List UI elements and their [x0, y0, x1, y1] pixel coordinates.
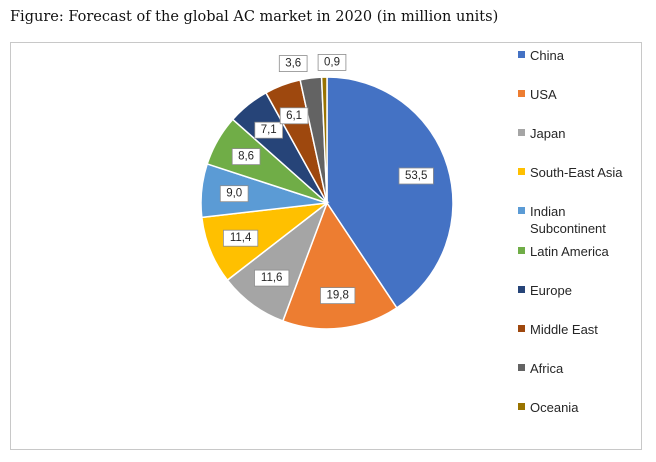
data-label-japan: 11,6 [254, 269, 290, 287]
data-label-text: 6,1 [286, 110, 302, 122]
data-label-box [278, 55, 308, 72]
data-label-box [231, 148, 261, 166]
legend-label: Japan [530, 126, 566, 142]
legend-label: China [530, 48, 564, 63]
data-label-south-east-asia: 11,4 [222, 229, 259, 247]
legend-label: Latin America [530, 243, 609, 259]
legend-label: Africa [530, 360, 564, 376]
data-label-latin-america: 8,6 [231, 148, 261, 166]
legend-label: Oceania [530, 399, 579, 415]
data-label-text: 8,6 [238, 151, 254, 163]
legend-swatch [518, 129, 525, 137]
data-label-text: 7,1 [261, 124, 277, 136]
data-label-europe: 7,1 [254, 121, 284, 139]
data-label-box [254, 269, 290, 287]
pie-slice-usa [281, 201, 398, 330]
legend-label: Middle East [530, 321, 598, 337]
legend-swatch [518, 246, 525, 254]
data-label-box [398, 167, 434, 185]
data-label-usa: 19,8 [320, 287, 356, 305]
legend-swatch [518, 90, 525, 98]
figure-title: Figure: Forecast of the global AC market… [10, 9, 499, 25]
data-label-text: 0,9 [324, 56, 340, 68]
legend-swatch [518, 363, 525, 371]
data-label-text: 11,6 [261, 272, 283, 284]
legend-swatch [518, 51, 525, 58]
pie-slice-oceania [320, 76, 328, 204]
data-label-text: 19,8 [327, 290, 349, 302]
legend-label: Europe [530, 282, 572, 298]
data-label-china: 53,5 [398, 167, 434, 185]
data-label-box [320, 287, 356, 305]
data-label-box [222, 229, 259, 247]
legend-swatch [518, 285, 525, 293]
data-label-indian-subcontinent: 9,0 [219, 185, 249, 203]
data-label-africa: 3,6 [278, 55, 308, 72]
data-label-text: 53,5 [405, 170, 427, 182]
data-label-middle-east: 6,1 [279, 107, 309, 125]
legend-label: Indian Subcontinent [530, 204, 606, 237]
legend-swatch [518, 207, 525, 215]
data-label-box [254, 121, 284, 139]
data-label-text: 3,6 [285, 58, 301, 70]
data-label-box [279, 107, 309, 125]
data-label-text: 9,0 [226, 188, 242, 200]
data-label-box [317, 54, 347, 71]
data-label-oceania: 0,9 [317, 54, 347, 71]
legend-label: South-East Asia [530, 165, 623, 181]
legend-swatch [518, 402, 525, 410]
legend-label: USA [530, 87, 557, 103]
legend-swatch [518, 324, 525, 332]
legend-swatch [518, 168, 525, 176]
data-label-text: 11,4 [230, 232, 252, 244]
pie-data-labels: 53,5 19,8 11,6 11,4 9,0 8,6 7,1 6,1 3,6 0,9 [219, 54, 434, 305]
data-label-box [219, 185, 249, 203]
